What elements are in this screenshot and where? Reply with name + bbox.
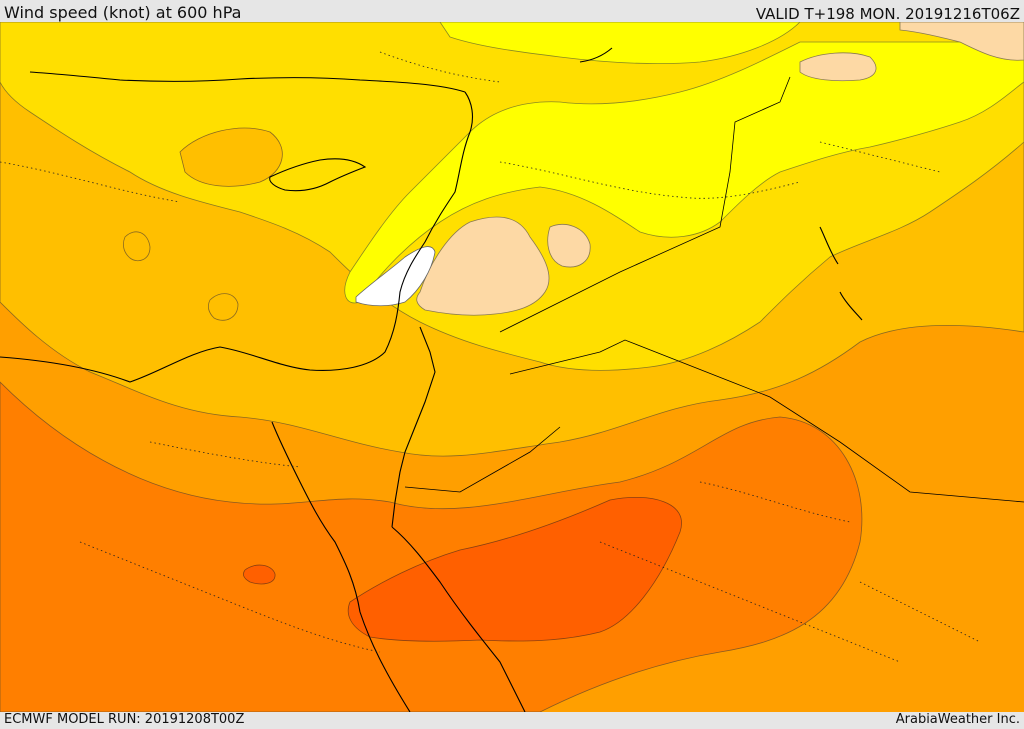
deep-orange-band — [0, 381, 863, 712]
valid-time: VALID T+198 MON. 20191216T06Z — [755, 5, 1020, 23]
white-spot — [355, 246, 436, 307]
coastlines — [0, 47, 863, 712]
red-orange-core — [347, 497, 682, 642]
peach-northeast — [799, 52, 877, 82]
red-orange-spot — [243, 564, 276, 585]
internal-borders — [0, 51, 981, 663]
wind-speed-map — [0, 22, 1024, 712]
peach-corner — [899, 22, 1024, 61]
peach-spot-east — [547, 223, 591, 268]
credit: ArabiaWeather Inc. — [895, 712, 1020, 727]
yellow-zone — [344, 41, 1024, 304]
yellow-north-strip — [439, 22, 801, 65]
peach-pocket — [416, 216, 550, 316]
map-title: Wind speed (knot) at 600 hPa — [4, 3, 242, 22]
model-run: ECMWF MODEL RUN: 20191208T00Z — [4, 712, 245, 727]
political-borders — [404, 76, 1024, 503]
